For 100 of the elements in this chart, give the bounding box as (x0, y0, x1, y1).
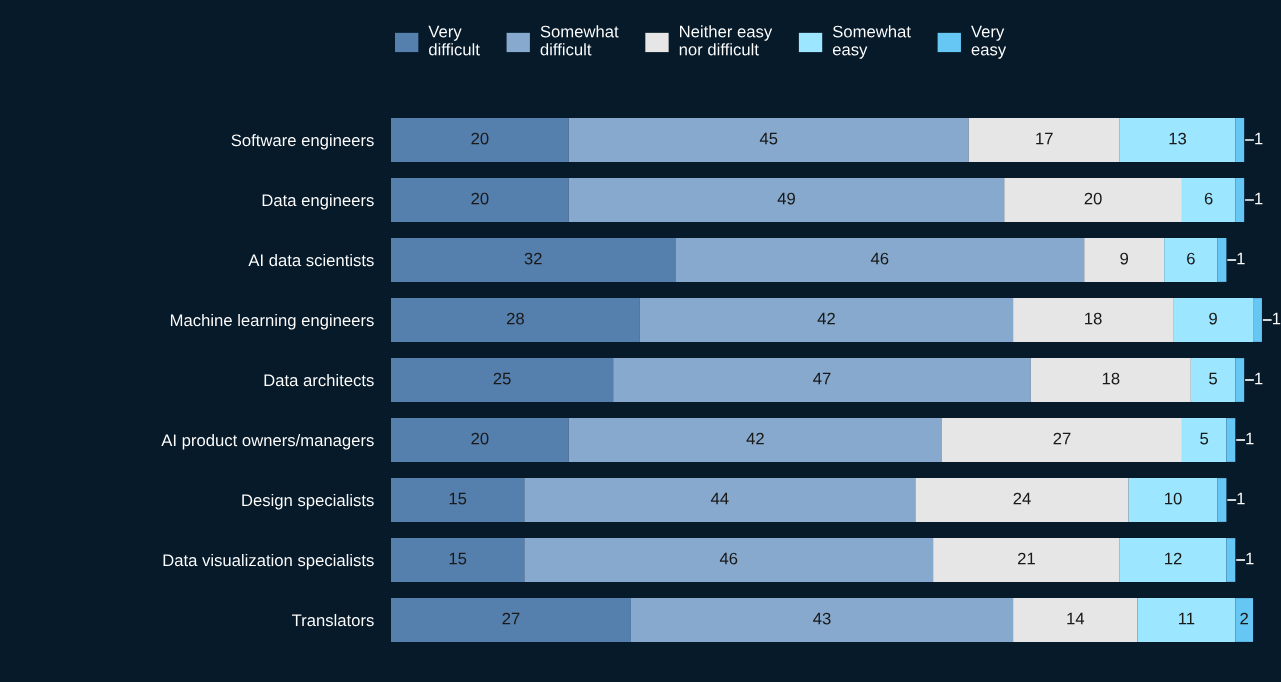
data-label: 1 (1255, 192, 1263, 205)
bar (675, 238, 1085, 282)
legend-label: Very easy (971, 25, 1007, 59)
bar (915, 478, 1129, 522)
data-label: 28 (506, 312, 524, 325)
bar (1235, 178, 1245, 222)
y-tick-label: Design specialists (242, 493, 374, 510)
data-label: 15 (449, 552, 467, 565)
legend-label: Very difficult (428, 25, 480, 56)
bar (1013, 598, 1138, 642)
data-label: 45 (759, 132, 778, 145)
bar (1190, 358, 1236, 402)
data-label: 15 (449, 492, 467, 505)
bar (1226, 538, 1236, 582)
data-label: 43 (813, 612, 831, 625)
data-label: 44 (710, 492, 729, 505)
bar (1181, 418, 1227, 462)
data-label: 42 (817, 312, 835, 325)
data-label: 46 (870, 252, 889, 265)
y-tick-label: Data engineers (262, 193, 374, 210)
bar (524, 538, 934, 582)
data-label: 12 (1165, 552, 1182, 565)
bar (391, 418, 569, 462)
legend-label: Somewhat difficult (540, 25, 619, 56)
bar (568, 418, 943, 462)
bar (968, 118, 1120, 162)
data-label: 24 (1013, 492, 1031, 505)
bar (942, 418, 1182, 462)
y-tick-label: Machine learning engineers (170, 313, 374, 330)
data-label: 1 (1237, 252, 1245, 265)
data-label: 20 (1084, 192, 1102, 205)
data-label: 42 (746, 432, 764, 445)
y-tick-label: AI product owners/managers (161, 433, 374, 450)
data-label: 1 (1272, 312, 1281, 325)
y-tick-label: AI data scientists (248, 253, 374, 267)
data-label: 6 (1204, 192, 1213, 205)
bar (1013, 298, 1174, 342)
bar (613, 358, 1031, 402)
data-label: 21 (1018, 552, 1035, 565)
data-label: 46 (719, 552, 738, 565)
y-tick-label: Software engineers (231, 133, 374, 150)
bar (1235, 118, 1245, 162)
bar (1030, 358, 1191, 402)
bar (630, 598, 1014, 642)
data-label: 9 (1209, 312, 1217, 325)
data-label: 1 (1255, 372, 1263, 385)
bar (391, 178, 569, 222)
bar (1235, 598, 1254, 642)
data-label: 47 (813, 372, 831, 385)
data-label: 1 (1246, 432, 1254, 445)
bar (1181, 178, 1236, 222)
data-label: 20 (471, 192, 489, 205)
data-label: 9 (1120, 252, 1129, 265)
bar (391, 538, 525, 582)
bar (391, 598, 631, 642)
bar (1217, 478, 1227, 522)
bar (391, 478, 525, 522)
data-label: 1 (1255, 132, 1263, 145)
bar (391, 238, 676, 282)
bar (391, 118, 569, 162)
bar (1226, 418, 1236, 462)
bar (1119, 538, 1227, 582)
bar (1164, 238, 1218, 282)
data-label: 27 (1053, 432, 1071, 445)
data-label: 13 (1169, 132, 1187, 145)
bar (1173, 298, 1254, 342)
data-label: 6 (1187, 252, 1195, 265)
data-label: 11 (1179, 612, 1195, 625)
data-label: 10 (1165, 492, 1182, 505)
bar (391, 298, 640, 342)
data-label: 27 (502, 612, 520, 625)
legend-label: Somewhat easy (832, 25, 911, 59)
bar (1253, 298, 1262, 342)
y-tick-label: Data architects (264, 373, 374, 387)
data-label: 25 (493, 372, 511, 385)
y-tick-label: Data visualization specialists (163, 553, 374, 570)
data-label: 1 (1237, 492, 1245, 505)
bar (568, 178, 1005, 222)
bar (1084, 238, 1165, 282)
bar (391, 358, 614, 402)
bar (1119, 118, 1236, 162)
data-label: 18 (1102, 372, 1120, 385)
data-label: 14 (1067, 612, 1085, 625)
bar (1137, 598, 1236, 642)
data-label: 5 (1200, 432, 1209, 445)
bar (1235, 358, 1245, 402)
bar (933, 538, 1120, 582)
bar (524, 478, 916, 522)
data-label: 2 (1240, 612, 1248, 625)
data-label: 17 (1036, 132, 1053, 145)
bar (1217, 238, 1227, 282)
data-label: 18 (1085, 312, 1102, 325)
bar (568, 118, 969, 162)
data-label: 1 (1246, 552, 1254, 565)
legend-label: Neither easy nor difficult (679, 25, 773, 56)
bar (639, 298, 1014, 342)
y-tick-label: Translators (291, 613, 374, 627)
data-label: 20 (471, 432, 489, 445)
bar (1128, 478, 1218, 522)
data-label: 20 (471, 132, 489, 145)
